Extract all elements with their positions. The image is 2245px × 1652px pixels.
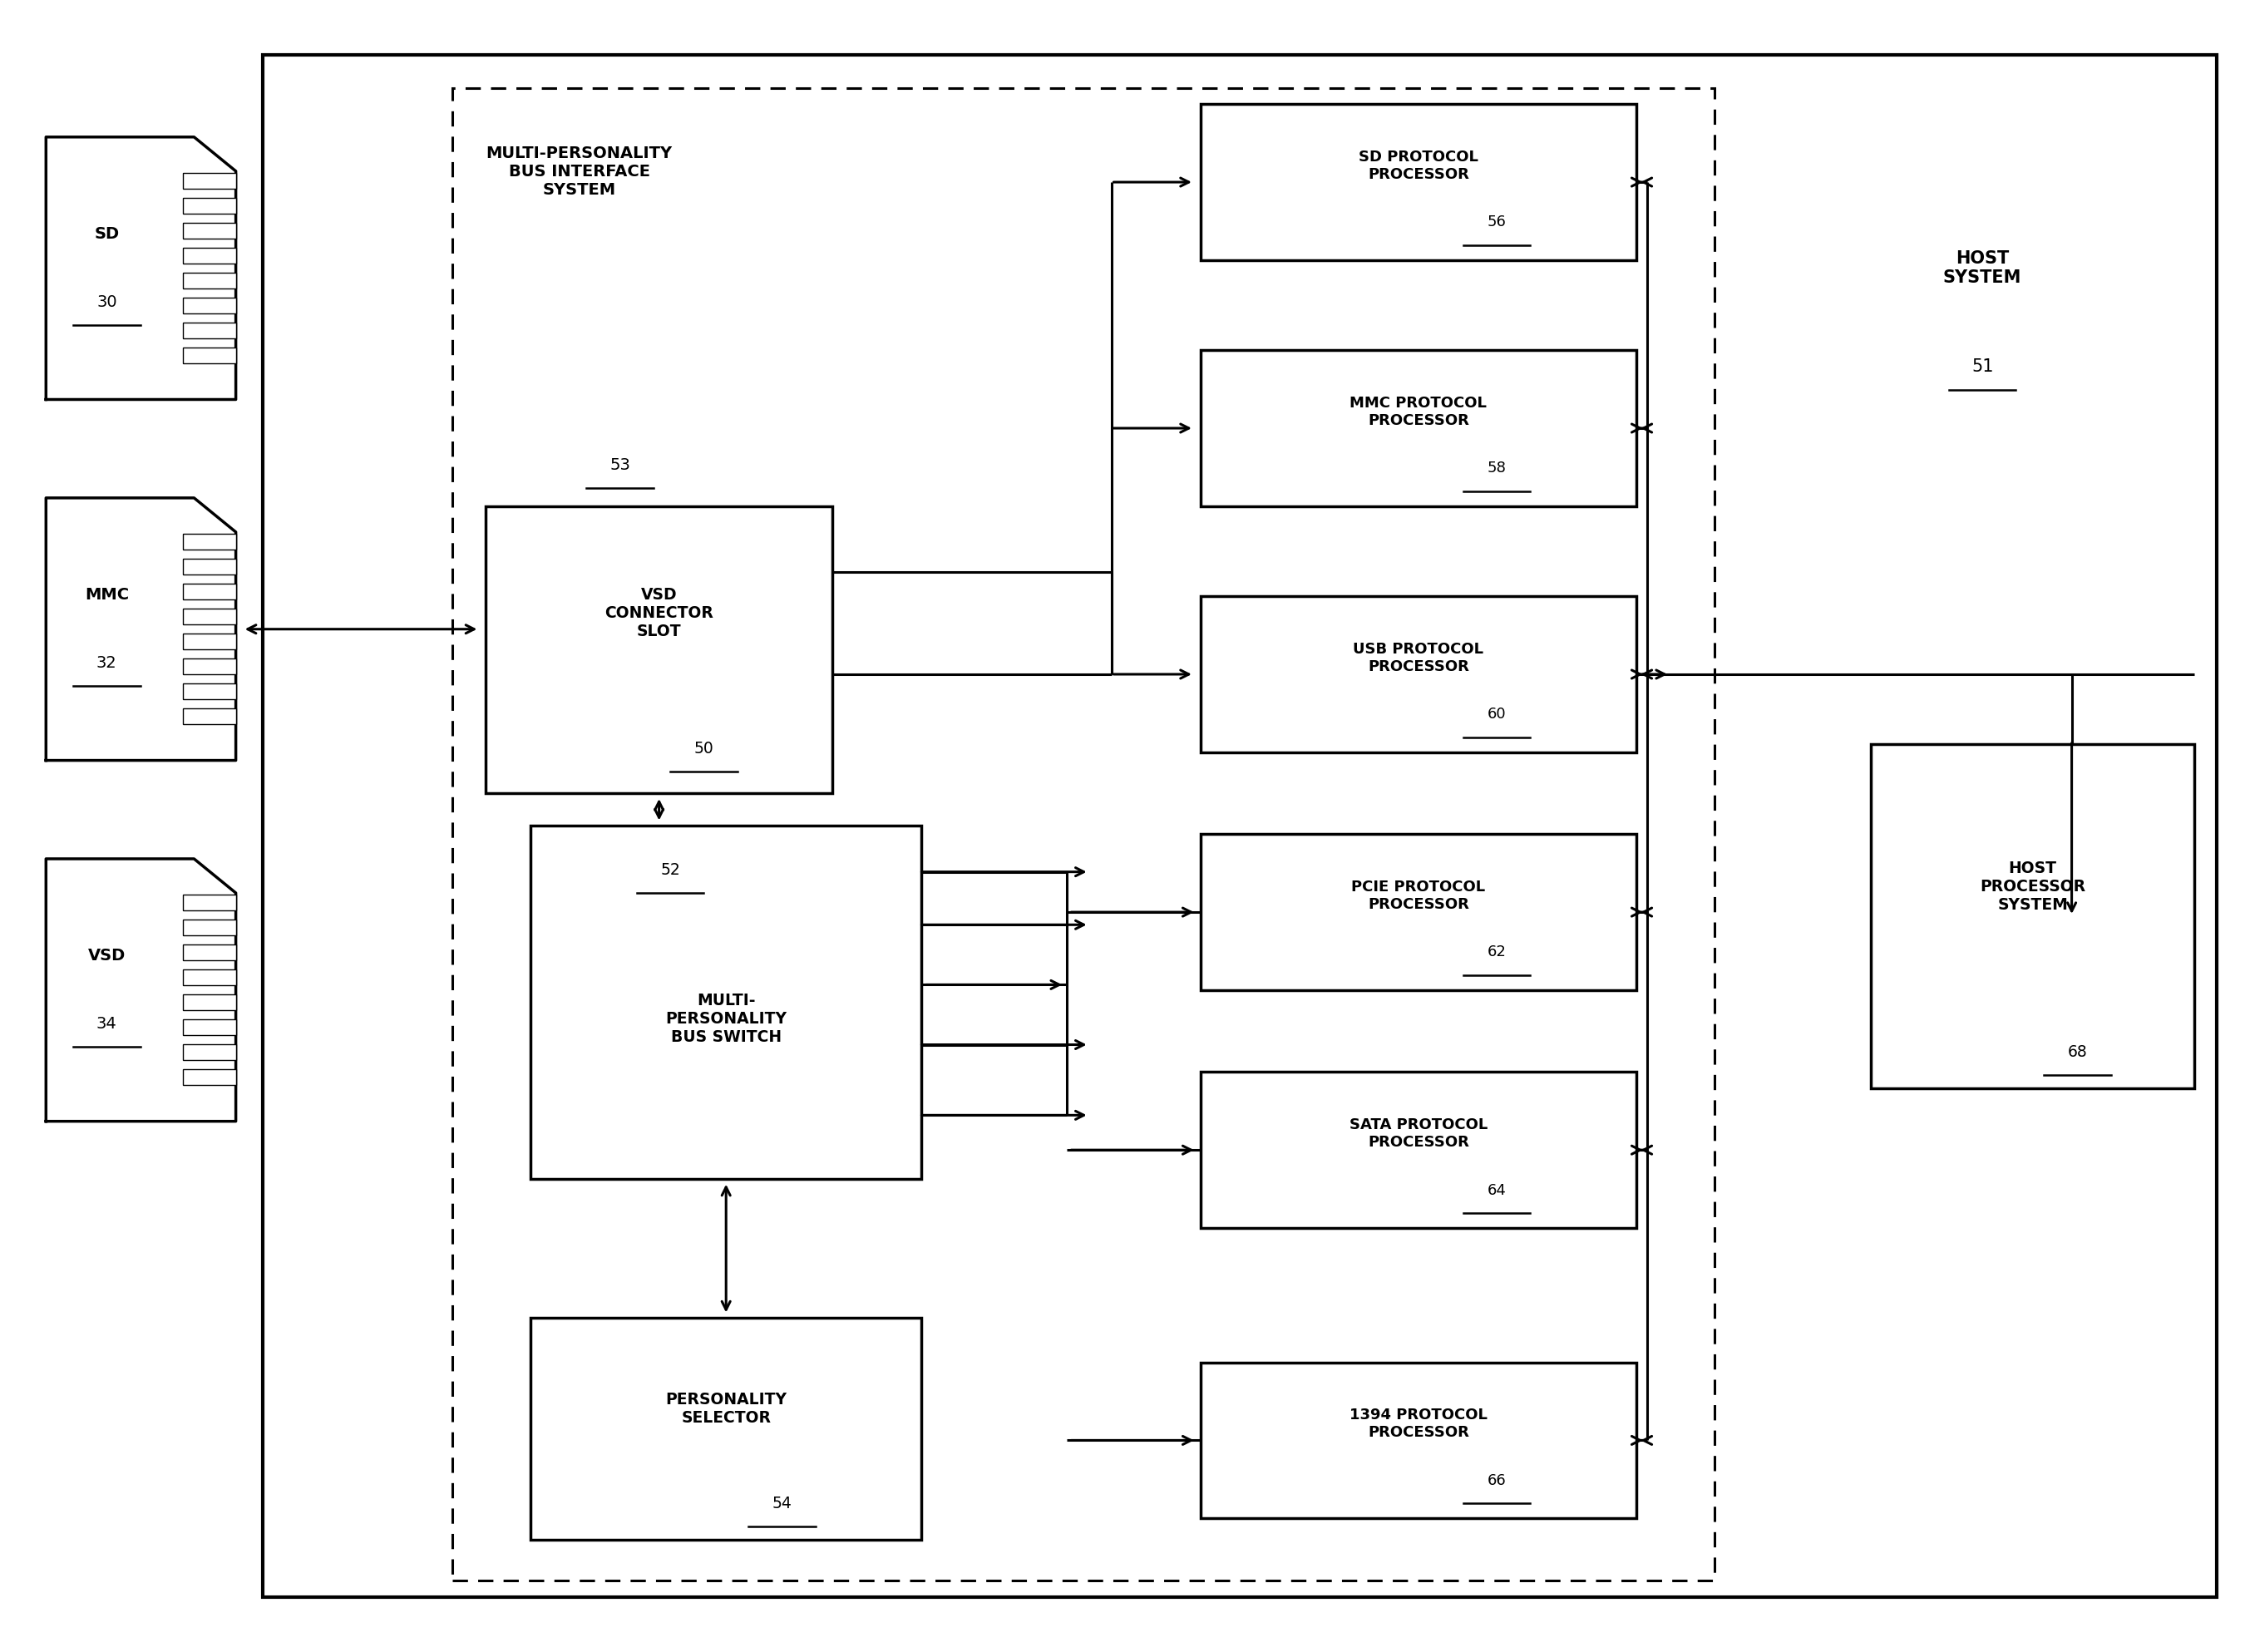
Bar [182, 273, 236, 289]
Bar [182, 970, 236, 986]
Text: HOST
PROCESSOR
SYSTEM: HOST PROCESSOR SYSTEM [1980, 861, 2086, 914]
Text: 32: 32 [97, 656, 117, 671]
Bar [182, 1019, 236, 1036]
Bar [1201, 1363, 1637, 1518]
Polygon shape [45, 137, 236, 400]
Bar [1201, 1072, 1637, 1227]
Text: MMC PROTOCOL
PROCESSOR: MMC PROTOCOL PROCESSOR [1349, 396, 1486, 428]
Bar [182, 684, 236, 699]
Bar [182, 920, 236, 935]
Bar [530, 1318, 920, 1540]
Bar [182, 558, 236, 575]
Bar [182, 634, 236, 649]
Bar [1870, 743, 2196, 1089]
Bar [182, 1069, 236, 1085]
Bar [453, 88, 1715, 1581]
Bar [182, 223, 236, 240]
Text: USB PROTOCOL
PROCESSOR: USB PROTOCOL PROCESSOR [1354, 641, 1484, 674]
Bar [182, 895, 236, 910]
Text: SATA PROTOCOL
PROCESSOR: SATA PROTOCOL PROCESSOR [1349, 1117, 1488, 1150]
Text: MULTI-
PERSONALITY
BUS SWITCH: MULTI- PERSONALITY BUS SWITCH [665, 993, 786, 1046]
Bar [182, 173, 236, 188]
Bar [182, 534, 236, 550]
Text: 30: 30 [97, 294, 117, 311]
Text: PCIE PROTOCOL
PROCESSOR: PCIE PROTOCOL PROCESSOR [1351, 879, 1486, 912]
Text: 50: 50 [694, 742, 714, 757]
Text: 34: 34 [97, 1016, 117, 1032]
Text: 68: 68 [2068, 1044, 2088, 1061]
Text: 1394 PROTOCOL
PROCESSOR: 1394 PROTOCOL PROCESSOR [1349, 1408, 1488, 1441]
Text: MMC: MMC [85, 586, 128, 603]
Text: 51: 51 [1971, 358, 1994, 375]
Bar [1201, 834, 1637, 990]
Bar [182, 297, 236, 314]
Text: 52: 52 [660, 862, 680, 879]
Bar [1201, 596, 1637, 752]
Bar [182, 583, 236, 600]
Polygon shape [45, 859, 236, 1122]
Bar [182, 1044, 236, 1061]
Bar [1201, 104, 1637, 259]
Text: MULTI-PERSONALITY
BUS INTERFACE
SYSTEM: MULTI-PERSONALITY BUS INTERFACE SYSTEM [485, 145, 671, 198]
Text: HOST
SYSTEM: HOST SYSTEM [1944, 251, 2020, 286]
Bar [182, 347, 236, 363]
Text: SD: SD [94, 226, 119, 243]
Bar [485, 506, 833, 793]
Bar [182, 659, 236, 674]
Polygon shape [45, 497, 236, 760]
Bar [1201, 350, 1637, 506]
Text: PERSONALITY
SELECTOR: PERSONALITY SELECTOR [665, 1393, 786, 1426]
Text: 66: 66 [1486, 1474, 1506, 1488]
Bar [530, 826, 920, 1178]
Text: 56: 56 [1486, 215, 1506, 230]
Text: 53: 53 [611, 458, 631, 472]
Bar [182, 248, 236, 264]
Bar [182, 709, 236, 724]
Text: VSD: VSD [88, 948, 126, 963]
Bar [182, 945, 236, 960]
Text: 64: 64 [1486, 1183, 1506, 1198]
Text: 62: 62 [1486, 945, 1506, 960]
Text: 60: 60 [1486, 707, 1506, 722]
Bar [263, 55, 2216, 1597]
Text: 58: 58 [1486, 461, 1506, 476]
Text: SD PROTOCOL
PROCESSOR: SD PROTOCOL PROCESSOR [1358, 150, 1477, 182]
Bar [182, 322, 236, 339]
Text: 54: 54 [772, 1495, 792, 1512]
Bar [182, 995, 236, 1011]
Bar [182, 610, 236, 624]
Text: VSD
CONNECTOR
SLOT: VSD CONNECTOR SLOT [604, 588, 714, 639]
Bar [182, 198, 236, 213]
